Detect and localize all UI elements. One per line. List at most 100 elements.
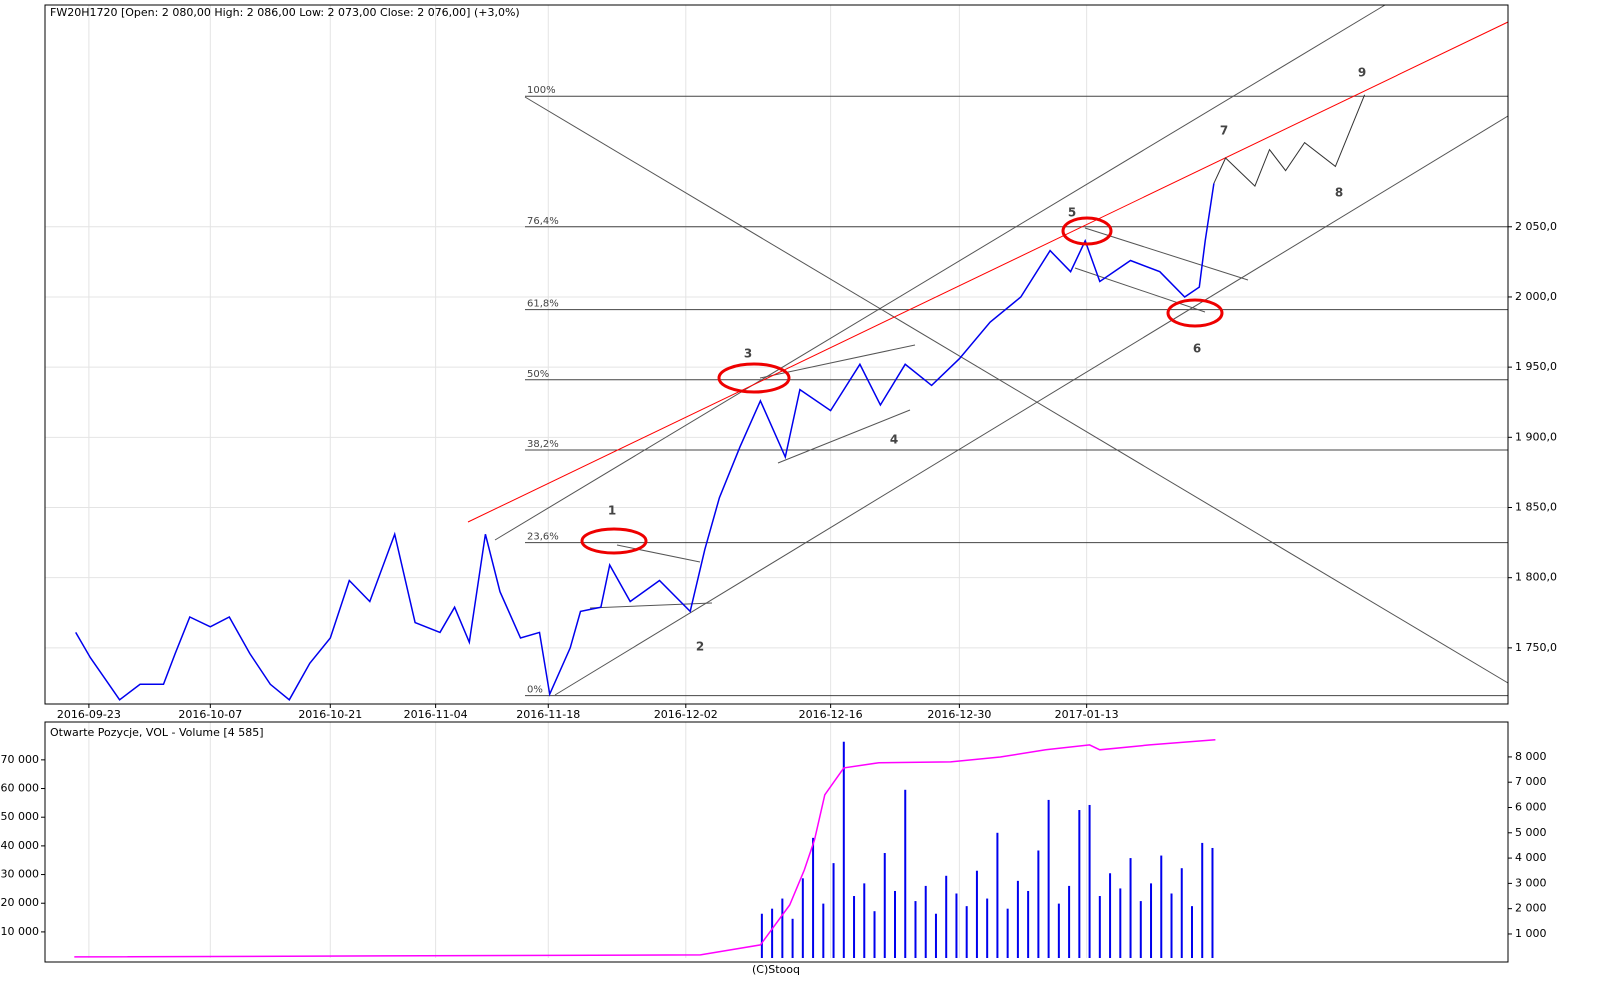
y-tick-label: 1 750,0 [1515, 641, 1557, 654]
triangle-line [1074, 267, 1206, 313]
wave-label: 3 [744, 347, 752, 361]
wave-label: 7 [1220, 124, 1228, 138]
volume-bar [904, 789, 907, 958]
triangle-line [777, 409, 911, 464]
volume-bar [1088, 804, 1091, 958]
data-layer [74, 94, 1366, 958]
volume-bar [914, 901, 917, 958]
volume-bar [1139, 901, 1142, 958]
wave-label: 9 [1358, 66, 1366, 80]
y-tick-label: 10 000 [1, 925, 40, 938]
triangle-line [759, 344, 916, 379]
x-tick-label: 2016-11-04 [404, 708, 468, 721]
wave-label: 2 [696, 640, 704, 654]
volume-bar [996, 832, 999, 958]
y2-tick-label: 2 000 [1515, 902, 1547, 915]
y2-tick-label: 3 000 [1515, 876, 1547, 889]
wave-label: 1 [608, 504, 616, 518]
volume-bar [1190, 906, 1193, 958]
x-tick-label: 2016-10-21 [298, 708, 362, 721]
plot-frame [44, 4, 1509, 705]
trend-lines [467, 4, 1509, 696]
fib-label: 100% [527, 85, 556, 96]
volume-bar [791, 918, 794, 958]
y2-tick-label: 4 000 [1515, 851, 1547, 864]
triangle-line [616, 544, 701, 563]
volume-bar [863, 883, 866, 958]
volume-bar [924, 885, 927, 958]
y2-tick-label: 8 000 [1515, 750, 1547, 763]
diagonal-line [524, 96, 1509, 684]
highlights [580, 216, 1224, 555]
volume-bar [1037, 850, 1040, 958]
y-tick-label: 2 050,0 [1515, 220, 1557, 233]
volume-bar [801, 878, 804, 958]
volume-bar [945, 875, 948, 958]
x-tick-label: 2016-12-02 [654, 708, 718, 721]
volume-bar [1078, 810, 1081, 958]
wave-label: 5 [1068, 206, 1076, 220]
y2-tick-label: 6 000 [1515, 800, 1547, 813]
y-tick-label: 40 000 [1, 839, 40, 852]
y-tick-label: 1 900,0 [1515, 430, 1557, 443]
x-tick-label: 2016-11-18 [516, 708, 580, 721]
volume-bar [842, 741, 845, 958]
x-tick-label: 2016-10-07 [178, 708, 242, 721]
y-tick-label: 30 000 [1, 868, 40, 881]
volume-bar [975, 870, 978, 958]
x-tick-label: 2017-01-13 [1055, 708, 1119, 721]
volume-bar [873, 911, 876, 958]
y-tick-label: 1 850,0 [1515, 500, 1557, 513]
y-tick-label: 70 000 [1, 753, 40, 766]
volume-bar [1098, 896, 1101, 958]
y-tick-label: 1 800,0 [1515, 571, 1557, 584]
y2-tick-label: 5 000 [1515, 826, 1547, 839]
volume-bar [1170, 893, 1173, 958]
wave-label: 8 [1335, 186, 1343, 200]
volume-bar [1016, 880, 1019, 958]
wave-labels: 1 2 3 4 5 6 7 8 9 [608, 66, 1366, 654]
highlight-ellipse [580, 527, 648, 555]
x-tick-label: 2016-12-16 [799, 708, 863, 721]
volume-bar [1057, 903, 1060, 958]
highlight-ellipse [1061, 216, 1113, 246]
y2-tick-label: 1 000 [1515, 927, 1547, 940]
volume-bar [965, 906, 968, 958]
footer: (C)Stooq [752, 963, 800, 976]
triangle-line [589, 602, 713, 609]
volume-bar [883, 853, 886, 958]
fib-label: 76,4% [527, 216, 559, 227]
volume-bar [934, 913, 937, 958]
y-tick-label: 1 950,0 [1515, 360, 1557, 373]
fib-label: 61,8% [527, 299, 559, 310]
chart-title: FW20H1720 [Open: 2 080,00 High: 2 086,00… [50, 6, 520, 19]
background-layer: 2016-09-23 2016-10-07 2016-10-21 2016-11-04… [1, 5, 1557, 958]
open-interest-line [74, 739, 1216, 958]
channel-lower [554, 115, 1509, 696]
wave-label: 4 [890, 433, 898, 447]
volume-bar [1160, 855, 1163, 958]
plot-frame [44, 721, 1509, 963]
volume-bar [1201, 842, 1204, 958]
projection-line [1213, 94, 1366, 187]
x-tick-label: 2016-12-30 [927, 708, 991, 721]
volume-bar [1119, 888, 1122, 958]
volume-bar [894, 890, 897, 958]
volume-bar [853, 896, 856, 958]
volume-bar [955, 893, 958, 958]
highlight-ellipse [1166, 298, 1224, 328]
channel-upper [494, 4, 1386, 541]
y-tick-label: 60 000 [1, 782, 40, 795]
fib-label: 0% [527, 685, 543, 696]
triangle-line [1084, 227, 1249, 281]
y-tick-label: 20 000 [1, 896, 40, 909]
volume-bar [822, 903, 825, 958]
volume-bar [1047, 799, 1050, 958]
volume-bar [771, 908, 774, 958]
y-tick-label: 50 000 [1, 810, 40, 823]
wave-label: 6 [1193, 342, 1201, 356]
fib-label: 38,2% [527, 439, 559, 450]
volume-bar [1109, 873, 1112, 958]
highlight-ellipse [717, 362, 791, 394]
